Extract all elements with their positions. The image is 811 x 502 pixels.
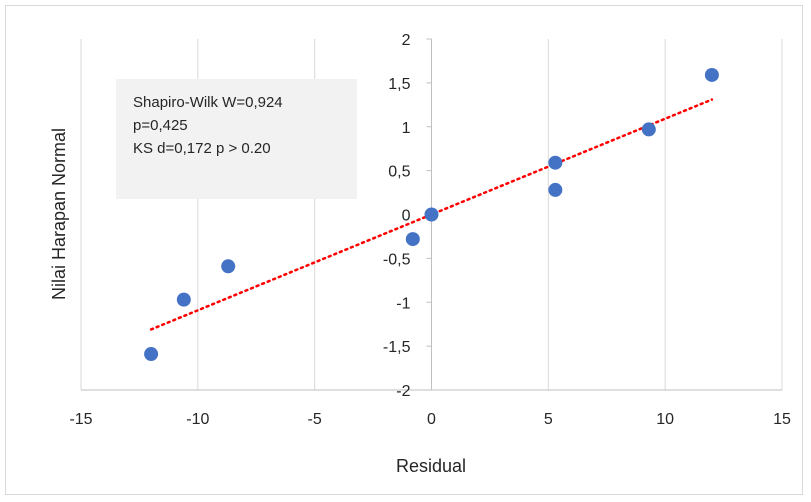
- points-layer: [144, 67, 719, 362]
- x-tick-label: -15: [69, 411, 92, 428]
- tick-labels: -15 -10 -5 0 5 10 15 2 1,5 1 0,5 0 -0,5 -1 -1,5 -2: [69, 32, 791, 428]
- data-point: [176, 292, 191, 307]
- data-point: [704, 67, 719, 82]
- data-point: [641, 122, 656, 137]
- y-axis-title: Nilai Harapan Normal: [49, 128, 69, 300]
- data-point: [405, 232, 420, 247]
- x-tick-label: 10: [656, 411, 674, 428]
- data-point: [144, 347, 159, 362]
- y-tick-label: 1: [402, 120, 411, 137]
- x-tick-label: 0: [427, 411, 436, 428]
- data-point: [548, 182, 563, 197]
- stats-annotation-box: Shapiro-Wilk W=0,924 p=0,425 KS d=0,172 …: [116, 79, 357, 199]
- y-tick-label: 0,5: [388, 164, 410, 181]
- annotation-line: KS d=0,172 p > 0.20: [133, 140, 271, 157]
- data-point: [221, 259, 236, 274]
- y-tick-label: 2: [402, 32, 411, 49]
- x-tick-label: 5: [544, 411, 553, 428]
- y-tick-label: -0,5: [383, 251, 411, 268]
- x-axis-title: Residual: [396, 456, 466, 476]
- x-tick-label: -5: [308, 411, 322, 428]
- y-tick-label: 1,5: [388, 76, 410, 93]
- data-point: [424, 207, 439, 222]
- y-tick-label: -2: [396, 383, 410, 400]
- annotation-line: Shapiro-Wilk W=0,924: [133, 94, 283, 111]
- annotation-line: p=0,425: [133, 117, 188, 134]
- y-tick-label: -1,5: [383, 339, 411, 356]
- x-tick-label: 15: [773, 411, 791, 428]
- x-tick-label: -10: [186, 411, 209, 428]
- data-point: [548, 155, 563, 170]
- y-tick-label: 0: [402, 208, 411, 225]
- y-tick-label: -1: [396, 295, 410, 312]
